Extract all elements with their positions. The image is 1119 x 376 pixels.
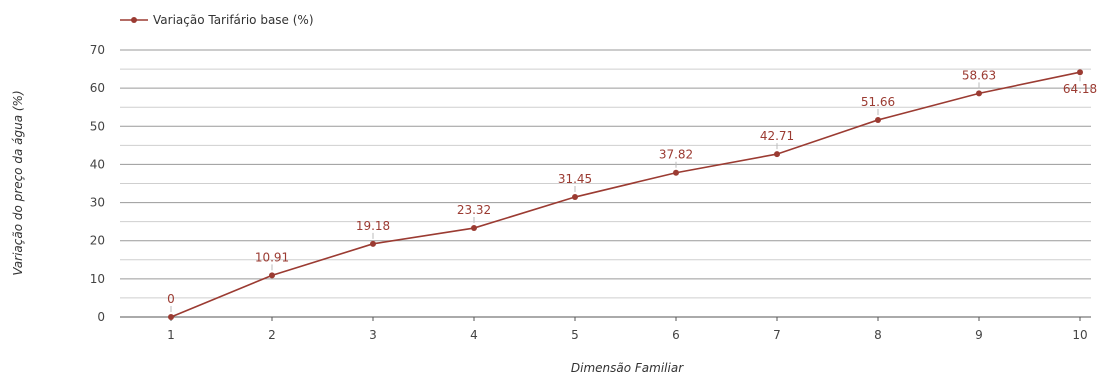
y-axis-title: Variação do preço da água (%) (11, 90, 25, 275)
data-point (269, 272, 275, 279)
data-point (875, 116, 881, 123)
x-axis-title: Dimensão Familiar (571, 361, 684, 375)
legend-label: Variação Tarifário base (%) (153, 13, 314, 27)
x-tick-label: 9 (975, 328, 983, 342)
x-tick-label: 10 (1072, 328, 1087, 342)
y-tick-label: 70 (90, 43, 105, 57)
data-label: 0 (167, 292, 175, 306)
data-point (976, 90, 982, 97)
data-labels: 0 10.91 19.18 23.32 31.45 37.82 42.71 51.66 58.6… (167, 68, 1097, 312)
y-tick-label: 40 (90, 157, 105, 171)
x-tick-label: 8 (874, 328, 882, 342)
x-tick-label: 6 (672, 328, 680, 342)
data-point (572, 194, 578, 201)
data-label: 37.82 (659, 148, 693, 162)
x-tick-label: 2 (268, 328, 276, 342)
data-point (673, 169, 679, 176)
data-point (370, 240, 376, 247)
legend-swatch-marker (131, 17, 137, 23)
y-tick-label: 0 (97, 310, 105, 324)
series-markers (168, 69, 1083, 320)
y-tick-label: 30 (90, 196, 105, 210)
data-label: 23.32 (457, 203, 491, 217)
data-point (1077, 69, 1083, 76)
data-label: 31.45 (558, 172, 592, 186)
data-point (774, 151, 780, 158)
data-label: 42.71 (760, 129, 794, 143)
y-axis-ticks: 0 10 20 30 40 50 60 70 (90, 43, 105, 324)
data-label: 58.63 (962, 68, 996, 82)
data-label: 51.66 (861, 95, 895, 109)
y-tick-label: 60 (90, 81, 105, 95)
data-label: 64.18 (1063, 82, 1097, 96)
x-axis-ticks: 1 2 3 4 5 6 7 8 9 10 (167, 317, 1088, 342)
x-tick-label: 1 (167, 328, 175, 342)
y-tick-label: 20 (90, 234, 105, 248)
data-label: 10.91 (255, 250, 289, 264)
data-point (168, 314, 174, 320)
data-label: 19.18 (356, 219, 390, 233)
series-line (170, 71, 1081, 318)
y-tick-label: 10 (90, 272, 105, 286)
y-tick-label: 50 (90, 119, 105, 133)
x-tick-label: 5 (571, 328, 579, 342)
gridlines (120, 49, 1091, 299)
x-tick-label: 4 (470, 328, 478, 342)
x-tick-label: 3 (369, 328, 377, 342)
x-tick-label: 7 (773, 328, 781, 342)
data-point (471, 225, 477, 232)
legend: Variação Tarifário base (%) (120, 13, 314, 27)
